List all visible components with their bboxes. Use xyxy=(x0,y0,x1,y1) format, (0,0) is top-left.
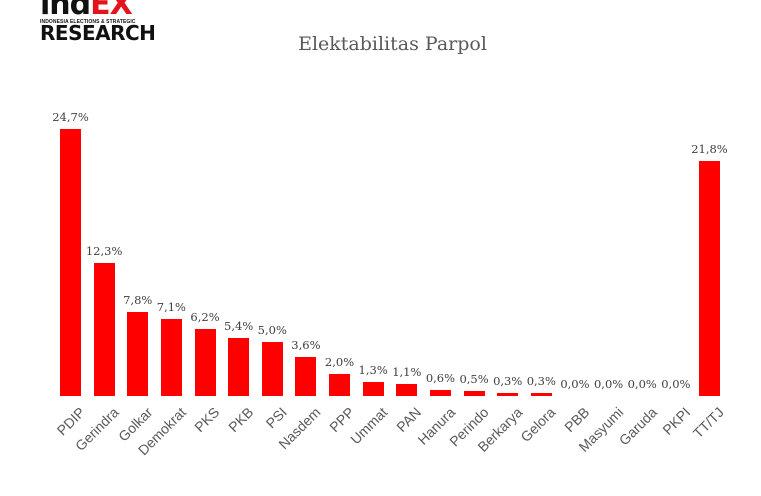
bar-psi xyxy=(261,342,283,396)
value-label: 5,4% xyxy=(224,318,254,333)
bar-pdip xyxy=(60,129,81,396)
category-label: PKB xyxy=(224,404,256,436)
logo-wordmark: indEX xyxy=(40,0,133,22)
bar-nasdem xyxy=(295,357,317,396)
category-label: PSI xyxy=(262,404,290,432)
bar-berkarya xyxy=(497,392,519,396)
bar-ppp xyxy=(329,374,351,396)
bar-tt-tj xyxy=(698,160,720,396)
value-label: 21,8% xyxy=(691,141,728,156)
bar-gerindra xyxy=(93,263,115,396)
bar-demokrat xyxy=(160,319,182,396)
bar-gelora xyxy=(530,392,552,396)
value-label: 0,6% xyxy=(425,370,456,385)
bar-perindo xyxy=(463,390,485,396)
value-label: 5,0% xyxy=(257,323,287,337)
value-label: 0,0% xyxy=(627,377,657,391)
category-label: TT/TJ xyxy=(689,404,727,442)
bar-pkb xyxy=(228,337,250,396)
value-label: 1,3% xyxy=(358,362,388,377)
value-label: 24,7% xyxy=(52,110,89,125)
bar-golkar xyxy=(127,311,149,396)
logo-ex: EX xyxy=(90,0,133,22)
chart-title: Elektabilitas Parpol xyxy=(298,33,487,55)
logo-tagline: INDONESIA ELECTIONS & STRATEGIC xyxy=(40,19,136,25)
value-label: 0,5% xyxy=(459,371,489,386)
category-label: Ummat xyxy=(347,404,391,448)
value-label: 12,3% xyxy=(85,244,123,259)
category-label: Gelora xyxy=(517,404,559,446)
value-label: 3,6% xyxy=(291,338,321,353)
index-research-logo: indEX INDONESIA ELECTIONS & STRATEGIC RE… xyxy=(40,0,160,52)
value-label: 0,0% xyxy=(593,377,624,391)
value-label: 0,0% xyxy=(661,377,691,391)
value-label: 0,0% xyxy=(560,377,590,391)
category-label: PKPI xyxy=(659,404,694,438)
value-label: 7,8% xyxy=(123,292,153,307)
logo-research: RESEARCH xyxy=(40,21,156,45)
bar-hanura xyxy=(429,389,451,396)
bar-pks xyxy=(194,329,216,396)
value-label: 1,1% xyxy=(392,365,422,380)
value-label: 0,3% xyxy=(493,373,523,388)
value-label: 2,0% xyxy=(324,355,355,370)
logo-ind: ind xyxy=(40,0,91,22)
value-label: 0,3% xyxy=(526,373,556,388)
category-label: PKS xyxy=(191,404,223,436)
value-label: 6,2% xyxy=(190,310,220,325)
bar-ummat xyxy=(362,381,384,396)
value-label: 7,1% xyxy=(156,300,186,315)
bar-pan xyxy=(396,384,418,396)
